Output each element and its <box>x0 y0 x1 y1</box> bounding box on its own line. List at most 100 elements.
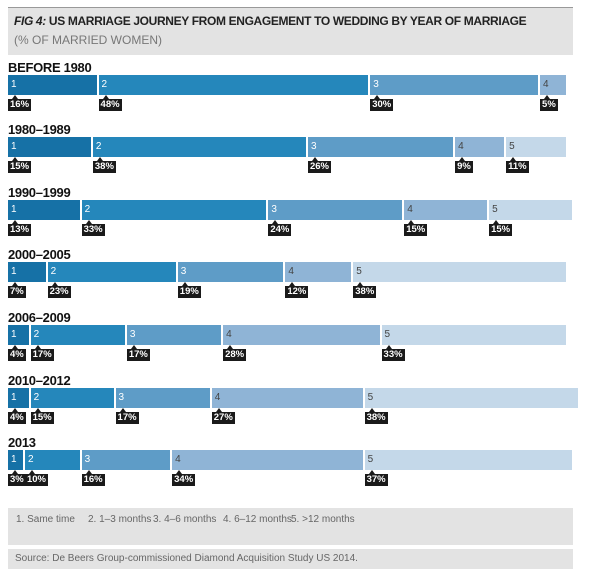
bar-segment: 5 <box>489 200 574 220</box>
data-label: 28% <box>223 345 247 361</box>
chart-title: FIG 4: US MARRIAGE JOURNEY FROM ENGAGEME… <box>14 14 567 29</box>
bar-segment: 3 <box>115 388 212 408</box>
bar-segment: 4 <box>172 450 365 470</box>
data-label: 7% <box>8 282 26 298</box>
data-label: 34% <box>172 470 196 486</box>
chart-header: FIG 4: US MARRIAGE JOURNEY FROM ENGAGEME… <box>8 8 573 55</box>
segment-number: 2 <box>33 392 40 403</box>
bar-segment: 3 <box>81 450 173 470</box>
source-note: Source: De Beers Group-commissioned Diam… <box>15 553 358 564</box>
bar-segment: 1 <box>8 262 48 282</box>
segment-number: 1 <box>11 266 17 277</box>
group-label: 2006–2009 <box>8 310 71 325</box>
segment-number: 3 <box>310 141 317 152</box>
segment-number: 5 <box>384 329 391 340</box>
bar-segment: 4 <box>455 137 507 157</box>
bar-segment: 5 <box>364 388 580 408</box>
segment-number: 1 <box>11 392 17 403</box>
title-text: US MARRIAGE JOURNEY FROM ENGAGEMENT TO W… <box>48 14 527 28</box>
data-label: 30% <box>370 95 394 111</box>
bar-segment: 1 <box>8 325 31 345</box>
group-label: 2010–2012 <box>8 373 71 388</box>
top-rule <box>8 7 573 8</box>
group-label: 2013 <box>8 435 36 450</box>
bar-segment: 4 <box>285 262 354 282</box>
data-label: 33% <box>381 345 405 361</box>
chart-subtitle: (% OF MARRIED WOMEN) <box>14 33 162 47</box>
data-label: 37% <box>364 470 388 486</box>
data-label: 17% <box>30 345 54 361</box>
segment-number: 4 <box>226 329 232 340</box>
data-label: 38% <box>364 408 388 424</box>
bar-segment: 2 <box>92 137 308 157</box>
bar-segment: 2 <box>47 262 178 282</box>
segment-number: 5 <box>367 454 374 465</box>
segment-number: 3 <box>373 79 379 90</box>
bar-segment: 3 <box>307 137 456 157</box>
legend-item: 1. Same time <box>16 514 75 525</box>
data-label: 38% <box>92 157 116 173</box>
data-label: 26% <box>307 157 331 173</box>
data-label: 5% <box>540 95 558 111</box>
segment-number: 2 <box>101 79 108 90</box>
data-label: 15% <box>30 408 54 424</box>
data-label: 9% <box>455 157 473 173</box>
segment-number: 5 <box>356 266 362 277</box>
data-label: 4% <box>8 408 26 424</box>
segment-number: 1 <box>11 79 17 90</box>
group-label: BEFORE 1980 <box>8 60 92 75</box>
bar-segment: 4 <box>223 325 382 345</box>
bar-segment: 1 <box>8 200 82 220</box>
segment-number: 3 <box>118 392 125 403</box>
data-label: 15% <box>8 157 32 173</box>
bar-segment: 1 <box>8 450 25 470</box>
bar-segment: 3 <box>268 200 405 220</box>
bar-segment: 2 <box>24 450 82 470</box>
data-label: 17% <box>115 408 139 424</box>
data-label: 11% <box>506 157 529 173</box>
bar-segment: 3 <box>126 325 224 345</box>
legend-item: 5. >12 months <box>291 514 355 525</box>
segment-number: 4 <box>175 454 181 465</box>
group-label: 2000–2005 <box>8 247 71 262</box>
legend: 1. Same time 2. 1–3 months 3. 4–6 months 4.… <box>8 508 573 545</box>
data-label: 15% <box>404 220 428 236</box>
segment-number: 2 <box>50 266 57 277</box>
bar-segment: 4 <box>211 388 365 408</box>
data-label: 3% <box>8 470 26 486</box>
bar-segment: 5 <box>381 325 569 345</box>
data-label: 10% <box>24 470 48 486</box>
data-label: 23% <box>47 282 71 298</box>
data-label: 4% <box>8 345 26 361</box>
data-label: 16% <box>81 470 105 486</box>
legend-item: 2. 1–3 months <box>88 514 152 525</box>
segment-number: 3 <box>180 266 187 277</box>
segment-number: 1 <box>11 329 17 340</box>
bar-segment: 1 <box>8 75 99 95</box>
bar-segment: 3 <box>370 75 541 95</box>
data-label: 13% <box>8 220 32 236</box>
bar-segment: 2 <box>30 388 116 408</box>
segment-number: 4 <box>407 204 413 215</box>
segment-number: 1 <box>11 454 17 465</box>
segment-number: 3 <box>129 329 136 340</box>
bar-segment: 2 <box>30 325 127 345</box>
data-label: 24% <box>268 220 292 236</box>
bar-segment: 5 <box>364 450 574 470</box>
segment-number: 1 <box>11 141 17 152</box>
bar-segment: 2 <box>98 75 371 95</box>
segment-number: 3 <box>84 454 91 465</box>
bar-segment: 5 <box>506 137 569 157</box>
segment-number: 3 <box>271 204 277 215</box>
segment-number: 2 <box>27 454 34 465</box>
data-label: 15% <box>489 220 513 236</box>
data-label: 33% <box>81 220 105 236</box>
data-label: 48% <box>98 95 122 111</box>
bar-segment: 1 <box>8 137 93 157</box>
segment-number: 4 <box>288 266 294 277</box>
segment-number: 5 <box>492 204 498 215</box>
data-label: 16% <box>8 95 32 111</box>
data-label: 38% <box>353 282 377 298</box>
legend-item: 4. 6–12 months <box>223 514 292 525</box>
bar-segment: 3 <box>177 262 286 282</box>
